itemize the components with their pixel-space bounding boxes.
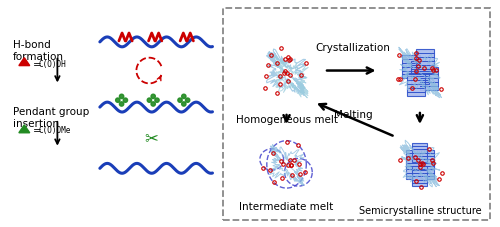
Polygon shape	[120, 94, 124, 99]
Polygon shape	[151, 102, 156, 106]
Polygon shape	[147, 98, 152, 102]
FancyBboxPatch shape	[407, 72, 425, 96]
Polygon shape	[120, 102, 124, 106]
Text: Pendant group
insertion: Pendant group insertion	[13, 107, 89, 129]
Polygon shape	[186, 98, 190, 102]
Text: Homogeneous melt: Homogeneous melt	[236, 115, 338, 125]
FancyBboxPatch shape	[412, 166, 428, 186]
Polygon shape	[116, 98, 120, 102]
FancyBboxPatch shape	[406, 159, 420, 179]
FancyBboxPatch shape	[420, 67, 438, 90]
Text: Semicrystalline structure: Semicrystalline structure	[358, 206, 481, 216]
FancyBboxPatch shape	[420, 159, 434, 179]
Polygon shape	[182, 102, 186, 106]
Polygon shape	[151, 94, 156, 99]
FancyBboxPatch shape	[402, 55, 420, 79]
Text: H-bond
formation: H-bond formation	[13, 39, 64, 62]
Polygon shape	[123, 98, 128, 102]
Text: =: =	[32, 126, 42, 136]
Text: Melting: Melting	[334, 110, 373, 120]
Polygon shape	[182, 94, 186, 99]
FancyBboxPatch shape	[420, 150, 434, 169]
Text: =: =	[32, 60, 42, 70]
Text: ✂: ✂	[144, 130, 158, 148]
FancyBboxPatch shape	[416, 49, 434, 72]
FancyBboxPatch shape	[406, 150, 420, 169]
Polygon shape	[19, 125, 30, 133]
Text: Intermediate melt: Intermediate melt	[240, 202, 334, 212]
Text: C(O)OMe: C(O)OMe	[38, 126, 71, 135]
Polygon shape	[19, 58, 30, 66]
Text: Crystallization: Crystallization	[316, 43, 390, 53]
Text: C(O)OH: C(O)OH	[38, 60, 66, 69]
FancyBboxPatch shape	[412, 143, 428, 162]
Polygon shape	[178, 98, 182, 102]
FancyBboxPatch shape	[411, 61, 429, 84]
Polygon shape	[155, 98, 159, 102]
